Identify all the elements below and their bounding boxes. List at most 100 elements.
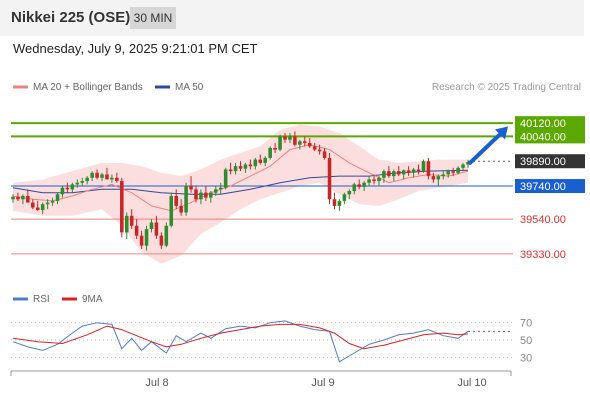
candle-body — [382, 171, 386, 178]
candle-body — [258, 159, 263, 163]
candle-body — [129, 215, 134, 226]
timeframe-button[interactable]: 30 MIN — [130, 7, 176, 29]
candle-body — [139, 235, 144, 246]
candle-body — [45, 202, 50, 205]
level-label: 39540.00 — [520, 214, 566, 226]
candle-body — [31, 202, 35, 208]
candle-body — [298, 141, 302, 145]
candle-body — [317, 149, 322, 152]
candle-body — [154, 222, 159, 236]
level-label: 39740.00 — [520, 181, 566, 193]
candle-body — [352, 184, 357, 191]
candle-body — [253, 159, 258, 167]
title-bar: Nikkei 225 (OSE) 30 MIN — [0, 0, 584, 36]
rsi-ma-line — [12, 323, 469, 350]
candle-body — [238, 166, 243, 169]
x-tick-label: Jul 10 — [457, 377, 486, 389]
candle-body — [11, 196, 15, 200]
candle-body — [179, 205, 183, 213]
candle-body — [332, 199, 337, 206]
level-label: 39890.00 — [520, 156, 566, 168]
rsi-tick-label: 70 — [520, 318, 532, 330]
candle-body — [377, 177, 381, 182]
candle-body — [342, 194, 347, 201]
candle-body — [16, 196, 20, 200]
candle-body — [40, 204, 45, 211]
level-label: 39330.00 — [520, 249, 566, 261]
candle-body — [95, 172, 99, 178]
candle-body — [327, 157, 332, 200]
candle-body — [189, 186, 193, 190]
candle-body — [303, 141, 307, 144]
candle-body — [288, 136, 292, 140]
candle-body — [213, 189, 218, 193]
candle-body — [357, 184, 361, 187]
candle-body — [199, 192, 203, 200]
candle-body — [367, 179, 371, 183]
rsi-tick-label: 50 — [520, 335, 532, 347]
candle-body — [268, 147, 272, 158]
rsi-legend-label: RSI — [33, 294, 50, 305]
candle-body — [223, 169, 228, 188]
candle-body — [293, 136, 297, 145]
candle-body — [35, 207, 40, 211]
candle-body — [134, 225, 139, 236]
candle-body — [110, 177, 114, 180]
candle-body — [312, 146, 317, 150]
candle-body — [446, 171, 450, 175]
candle-body — [421, 161, 426, 172]
level-label-box — [515, 116, 585, 131]
candle-body — [436, 176, 441, 180]
candle-body — [392, 171, 396, 177]
rsi-panel: 70 50 30 — [11, 318, 532, 364]
candle-body — [124, 215, 129, 233]
bollinger-band — [13, 124, 468, 264]
x-tick-label: Jul 8 — [145, 377, 168, 389]
candle-body — [120, 181, 124, 233]
candle-body — [441, 174, 446, 177]
candle-body — [149, 222, 154, 230]
candle-body — [65, 187, 70, 190]
candle-body — [80, 181, 85, 183]
candle-body — [248, 164, 253, 167]
candle-body — [273, 147, 277, 150]
candle-body — [451, 171, 455, 173]
candle-body — [85, 177, 89, 182]
candle-body — [396, 171, 401, 175]
candle-body — [218, 187, 223, 190]
candle-body — [233, 166, 238, 172]
candle-body — [21, 195, 25, 200]
candle-body — [164, 225, 169, 246]
forecast-arrow — [468, 129, 505, 165]
candle-body — [431, 176, 436, 180]
candle-body — [55, 194, 60, 201]
candle-body — [411, 169, 416, 173]
chart-datetime: Wednesday, July 9, 2025 9:21:01 PM CET — [13, 41, 258, 56]
candle-body — [70, 184, 75, 190]
candle-body — [401, 170, 406, 175]
candle-body — [263, 157, 268, 163]
candle-body — [278, 136, 282, 150]
candle-body — [426, 161, 431, 177]
candle-body — [100, 174, 104, 178]
candle-body — [159, 235, 164, 246]
ma20-legend-label: MA 20 + Bollinger Bands — [33, 82, 143, 93]
level-label: 40040.00 — [520, 131, 566, 143]
ma20-line — [12, 144, 469, 212]
candle-body — [144, 229, 149, 246]
rsi-line — [12, 320, 469, 363]
level-label-box — [515, 179, 585, 194]
level-label-box — [515, 154, 585, 169]
candle-body — [50, 200, 55, 203]
candle-body — [466, 162, 470, 165]
candle-body — [228, 169, 233, 172]
candle-body — [115, 177, 119, 182]
candle-body — [184, 186, 188, 213]
credit-text: Research © 2025 Trading Central — [432, 82, 581, 93]
candle-body — [322, 151, 327, 158]
candle-body — [75, 182, 80, 185]
candle-body — [169, 195, 174, 226]
candle-body — [461, 164, 465, 168]
candle-body — [194, 189, 198, 200]
